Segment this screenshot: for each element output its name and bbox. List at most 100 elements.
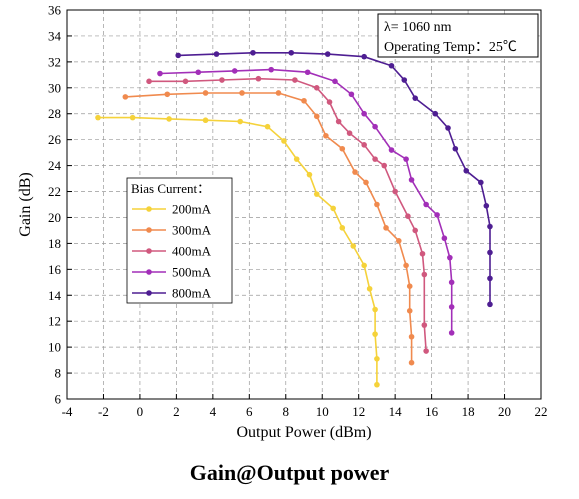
data-point — [406, 283, 413, 289]
y-tick-label: 12 — [48, 314, 61, 329]
data-point — [452, 145, 459, 152]
y-axis-title: Gain (dB) — [17, 172, 34, 236]
data-point — [372, 156, 378, 162]
data-point — [175, 52, 182, 59]
operating-temp-label: Operating Temp：25℃ — [384, 40, 517, 55]
x-tick-label: 6 — [246, 404, 253, 419]
data-point — [374, 201, 380, 208]
x-tick-label: 20 — [498, 404, 511, 419]
x-tick-label: -4 — [62, 404, 73, 419]
data-point — [423, 201, 429, 208]
legend-item-200mA: 200mA — [132, 202, 212, 217]
annotation-frame — [377, 13, 539, 58]
legend-item-400mA: 400mA — [132, 244, 212, 259]
legend-label: 800mA — [172, 286, 212, 301]
data-point — [463, 167, 470, 174]
data-point — [412, 95, 419, 101]
data-point — [237, 118, 243, 125]
y-tick-label: 14 — [48, 288, 62, 303]
data-point — [332, 78, 338, 85]
data-point — [448, 330, 455, 336]
data-point — [339, 145, 346, 152]
data-point — [447, 254, 453, 261]
y-tick-label: 16 — [48, 262, 62, 277]
data-point — [264, 123, 271, 130]
series-400mA — [146, 75, 429, 354]
data-point — [250, 49, 256, 56]
figure-caption: Gain@Output power — [189, 460, 390, 485]
data-point — [487, 249, 493, 256]
x-tick-label: 14 — [389, 404, 403, 419]
series-300mA — [122, 90, 415, 366]
data-point — [350, 243, 357, 249]
data-point — [157, 70, 163, 77]
y-tick-label: 8 — [55, 366, 62, 381]
series-800mA — [175, 49, 493, 308]
data-point — [412, 227, 419, 234]
data-point — [483, 202, 490, 209]
data-point — [146, 78, 152, 85]
data-point — [166, 116, 172, 122]
data-point — [374, 356, 380, 362]
x-tick-label: 4 — [210, 404, 217, 419]
data-point — [363, 179, 369, 186]
data-point — [195, 69, 202, 76]
x-tick-label: -2 — [98, 404, 109, 419]
data-point — [292, 77, 298, 83]
data-point — [129, 114, 136, 121]
data-point — [408, 177, 415, 183]
y-tick-label: 10 — [48, 340, 61, 355]
legend: Bias Current： 200mA 300mA 400mA 500mA 800mA — [126, 177, 233, 304]
data-point — [323, 132, 329, 139]
y-tick-label: 6 — [55, 392, 62, 407]
data-point — [383, 225, 389, 231]
x-tick-label: 18 — [462, 404, 475, 419]
data-point — [408, 359, 415, 366]
data-point — [487, 301, 493, 308]
legend-item-300mA: 300mA — [132, 223, 212, 238]
y-tick-label: 30 — [48, 80, 61, 95]
data-point — [219, 77, 225, 83]
x-tick-label: 12 — [352, 404, 365, 419]
data-point — [392, 188, 398, 195]
y-tick-label: 24 — [48, 158, 62, 173]
data-point — [401, 77, 408, 83]
legend-items: 200mA 300mA 400mA 500mA 800mA — [132, 202, 212, 301]
legend-label: 400mA — [172, 244, 212, 259]
data-point — [231, 68, 238, 74]
data-point — [182, 78, 189, 85]
data-point — [202, 90, 209, 96]
data-point — [346, 130, 353, 136]
y-tick-label: 18 — [48, 236, 61, 251]
data-point — [339, 225, 346, 231]
wavelength-label: λ= 1060 nm — [384, 20, 452, 35]
data-point — [372, 123, 378, 130]
data-point — [213, 51, 220, 57]
data-point — [406, 308, 413, 314]
legend-marker — [146, 269, 152, 275]
data-point — [164, 91, 171, 98]
data-point — [239, 90, 245, 96]
data-point — [403, 156, 409, 162]
legend-frame — [126, 177, 233, 304]
data-point — [288, 49, 295, 56]
data-point — [403, 262, 409, 269]
x-tick-label: 2 — [173, 404, 180, 419]
data-point — [313, 85, 320, 91]
axis-ticks: -4 -2 0 2 4 6 8 10 12 14 16 18 20 2268101214161820222… — [48, 3, 548, 420]
data-point — [487, 275, 493, 282]
data-point — [352, 169, 358, 175]
data-point — [313, 191, 320, 197]
data-point — [95, 114, 101, 121]
data-point — [313, 113, 320, 120]
data-point — [293, 156, 300, 162]
data-point — [330, 205, 336, 212]
data-point — [366, 285, 373, 292]
y-tick-label: 28 — [48, 106, 61, 121]
data-point — [326, 99, 333, 105]
data-point — [361, 262, 367, 269]
data-point — [448, 304, 455, 310]
data-point — [301, 97, 307, 104]
data-point — [281, 138, 287, 144]
y-tick-label: 20 — [48, 210, 61, 225]
